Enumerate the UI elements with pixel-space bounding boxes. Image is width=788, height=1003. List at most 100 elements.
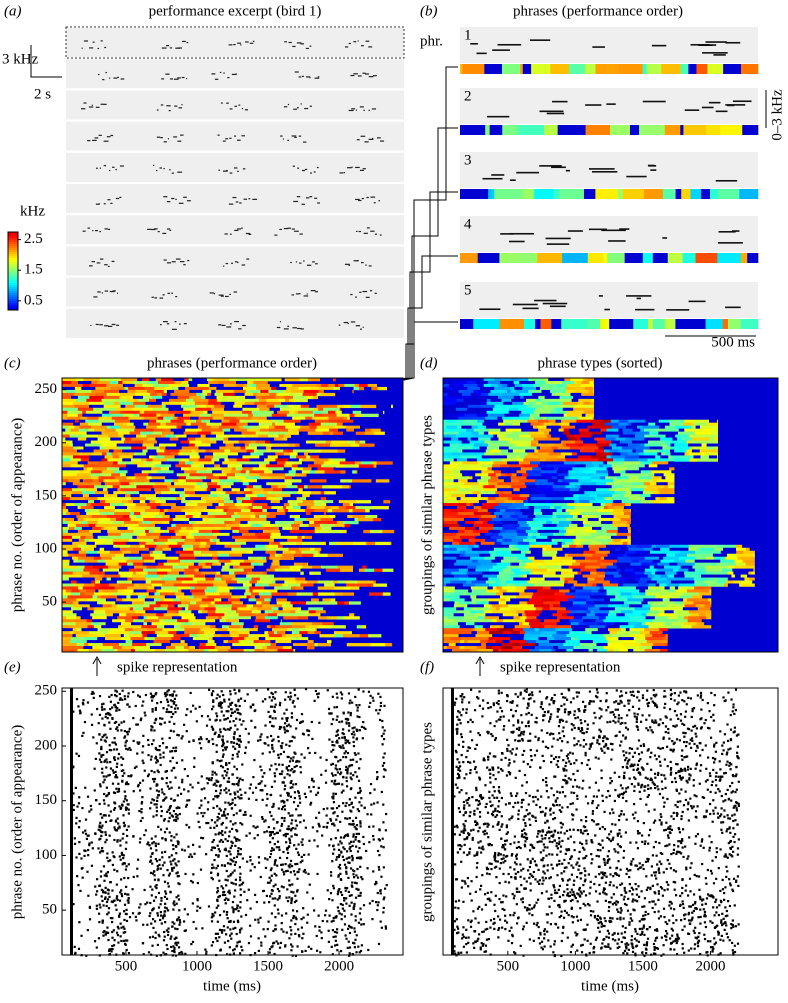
heatmap-cell (280, 392, 288, 397)
heatmap-cell (693, 577, 706, 581)
heatmap-cell (330, 598, 336, 602)
heatmap-cell (87, 520, 98, 525)
syllable (339, 172, 344, 174)
heatmap-cell (526, 476, 536, 480)
heatmap-cell (283, 616, 299, 620)
phrase-strip (460, 253, 478, 263)
heatmap-cell (292, 506, 301, 510)
heatmap-cell (507, 497, 513, 501)
heatmap-cell (175, 515, 187, 519)
heatmap-cell (201, 440, 217, 444)
heatmap-cell (147, 571, 158, 575)
heatmap-cell (151, 488, 155, 492)
heatmap-cell (549, 500, 556, 504)
heatmap-cell (443, 440, 458, 444)
heatmap-cell (143, 422, 149, 426)
heatmap-cell (349, 485, 351, 489)
heatmap-cell (446, 386, 454, 391)
heatmap-cell (571, 586, 575, 590)
heatmap-cell (589, 401, 595, 406)
heatmap-cell (457, 482, 464, 486)
syllable (309, 105, 312, 107)
syllable (119, 165, 124, 167)
heatmap-cell (298, 458, 303, 462)
heatmap-cell (249, 389, 261, 394)
heatmap-cell (591, 419, 602, 423)
heatmap-cell (538, 544, 552, 549)
heatmap-cell (86, 589, 96, 593)
heatmap-cell (142, 613, 157, 617)
heatmap-cell (223, 413, 234, 418)
heatmap-cell (532, 485, 538, 489)
heatmap-cell (276, 386, 287, 391)
heatmap-cell (457, 512, 474, 516)
heatmap-cell (83, 643, 89, 647)
heatmap-cell (203, 509, 217, 513)
heatmap-cell (78, 601, 85, 605)
heatmap-cell (227, 509, 242, 513)
heatmap-cell (454, 586, 472, 590)
syllable (99, 324, 103, 326)
heatmap-cell (373, 431, 385, 435)
heatmap-cell (236, 580, 250, 584)
heatmap-cell (556, 458, 566, 462)
heatmap-cell (485, 580, 496, 584)
colorbar-frame (7, 231, 19, 311)
heatmap-cell (686, 553, 700, 557)
heatmap-cell (372, 517, 382, 522)
heatmap-cell (222, 461, 238, 465)
heatmap-cell (256, 446, 267, 450)
syllable (718, 231, 736, 233)
syllable (715, 179, 738, 182)
heatmap-cell (443, 568, 448, 572)
heatmap-cell (720, 559, 735, 563)
heatmap-cell (73, 619, 87, 623)
heatmap-cell (579, 467, 591, 471)
heatmap-cell (137, 595, 147, 599)
heatmap-cell (303, 586, 318, 590)
heatmap-cell (91, 515, 108, 519)
heatmap-cell (322, 431, 331, 435)
heatmap-cell (210, 378, 215, 382)
heatmap-cell (660, 437, 673, 441)
syllable (606, 103, 616, 105)
heatmap-cell (345, 580, 350, 584)
heatmap-cell (92, 532, 109, 537)
heatmap-cell (628, 497, 646, 501)
heatmap-cell (288, 398, 296, 403)
heatmap-cell (590, 476, 601, 480)
heatmap-cell (275, 553, 279, 557)
heatmap-cell (575, 485, 581, 489)
heatmap-cell (627, 595, 633, 599)
heatmap-cell (529, 413, 540, 418)
heatmap-cell (223, 497, 231, 501)
heatmap-cell (330, 625, 347, 629)
heatmap-cell (459, 431, 466, 435)
heatmap-cell (103, 574, 116, 578)
heatmap-cell (500, 517, 518, 522)
heatmap-cell (106, 577, 112, 581)
syllable (177, 140, 182, 142)
heatmap-cell (70, 464, 84, 468)
syllable (293, 108, 298, 110)
syllable (100, 40, 103, 42)
heatmap-cell (330, 506, 339, 510)
heatmap-cell (599, 586, 604, 590)
heatmap-cell (76, 613, 91, 617)
heatmap-cell (514, 512, 523, 516)
heatmap-cell (283, 419, 301, 423)
heatmap-cell (478, 538, 486, 543)
heatmap-cell (272, 470, 289, 474)
heatmap-cell (680, 419, 685, 423)
heatmap-cell (744, 577, 750, 581)
heatmap-cell (336, 520, 343, 525)
heatmap-cell (449, 550, 461, 555)
heatmap-cell (443, 419, 449, 423)
heatmap-cell (533, 458, 540, 462)
heatmap-cell (187, 583, 201, 587)
heatmap-cell (219, 637, 233, 641)
heatmap-cell (196, 470, 213, 474)
heatmap-cell (294, 398, 305, 403)
heatmap-cell (480, 541, 495, 546)
heatmap-cell (314, 506, 326, 510)
